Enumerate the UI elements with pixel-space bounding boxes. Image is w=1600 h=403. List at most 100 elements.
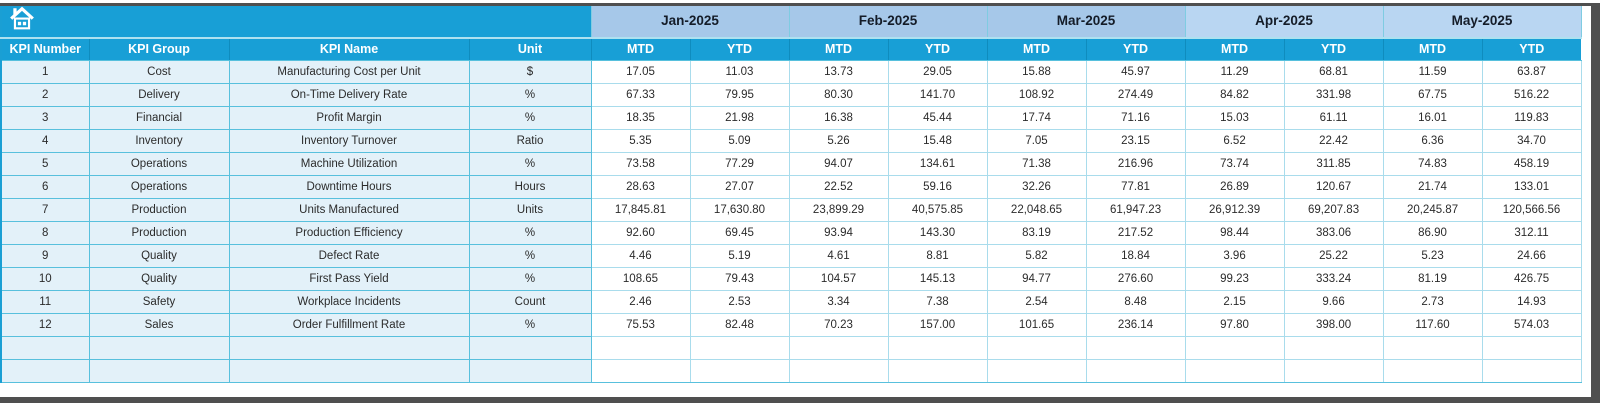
value-cell[interactable]: 18.84 [1085, 244, 1186, 268]
value-cell[interactable] [1283, 336, 1384, 360]
value-cell[interactable]: 157.00 [887, 313, 988, 337]
unit-cell[interactable]: % [468, 221, 592, 245]
value-cell[interactable]: 92.60 [590, 221, 691, 245]
kpi-group-cell[interactable]: Safety [88, 290, 230, 314]
value-cell[interactable]: 9.66 [1283, 290, 1384, 314]
value-cell[interactable]: 6.36 [1382, 129, 1483, 153]
month-header-may[interactable]: May-2025 [1382, 3, 1582, 39]
value-cell[interactable]: 11.29 [1184, 60, 1285, 84]
value-cell[interactable]: 86.90 [1382, 221, 1483, 245]
value-cell[interactable]: 120,566.56 [1481, 198, 1582, 222]
month-header-apr[interactable]: Apr-2025 [1184, 3, 1384, 39]
value-cell[interactable]: 79.43 [689, 267, 790, 291]
value-cell[interactable]: 8.81 [887, 244, 988, 268]
value-cell[interactable]: 82.48 [689, 313, 790, 337]
kpi-number-cell[interactable]: 1 [0, 60, 90, 84]
col-header-ytd-jan[interactable]: YTD [689, 37, 790, 61]
unit-cell[interactable]: % [468, 313, 592, 337]
value-cell[interactable]: 101.65 [986, 313, 1087, 337]
value-cell[interactable] [1382, 336, 1483, 360]
value-cell[interactable]: 71.16 [1085, 106, 1186, 130]
kpi-number-cell[interactable] [0, 336, 90, 360]
unit-cell[interactable]: % [468, 152, 592, 176]
unit-cell[interactable]: % [468, 106, 592, 130]
value-cell[interactable]: 108.92 [986, 83, 1087, 107]
value-cell[interactable]: 5.23 [1382, 244, 1483, 268]
value-cell[interactable]: 426.75 [1481, 267, 1582, 291]
kpi-name-cell[interactable] [228, 359, 470, 383]
col-header-mtd-apr[interactable]: MTD [1184, 37, 1285, 61]
value-cell[interactable]: 333.24 [1283, 267, 1384, 291]
value-cell[interactable]: 22.42 [1283, 129, 1384, 153]
value-cell[interactable]: 5.26 [788, 129, 889, 153]
col-header-unit[interactable]: Unit [468, 37, 591, 61]
value-cell[interactable] [1481, 359, 1582, 383]
value-cell[interactable]: 143.30 [887, 221, 988, 245]
value-cell[interactable]: 141.70 [887, 83, 988, 107]
value-cell[interactable] [887, 359, 988, 383]
unit-cell[interactable] [468, 336, 592, 360]
value-cell[interactable] [689, 359, 790, 383]
month-header-mar[interactable]: Mar-2025 [986, 3, 1186, 39]
value-cell[interactable]: 32.26 [986, 175, 1087, 199]
value-cell[interactable]: 81.19 [1382, 267, 1483, 291]
value-cell[interactable] [986, 336, 1087, 360]
kpi-name-cell[interactable]: Workplace Incidents [228, 290, 470, 314]
value-cell[interactable]: 17.05 [590, 60, 691, 84]
value-cell[interactable]: 311.85 [1283, 152, 1384, 176]
value-cell[interactable]: 383.06 [1283, 221, 1384, 245]
value-cell[interactable]: 98.44 [1184, 221, 1285, 245]
value-cell[interactable]: 5.09 [689, 129, 790, 153]
value-cell[interactable]: 77.81 [1085, 175, 1186, 199]
value-cell[interactable]: 120.67 [1283, 175, 1384, 199]
value-cell[interactable]: 71.38 [986, 152, 1087, 176]
kpi-number-cell[interactable]: 7 [0, 198, 90, 222]
value-cell[interactable]: 16.38 [788, 106, 889, 130]
value-cell[interactable]: 25.22 [1283, 244, 1384, 268]
col-header-kpi-name[interactable]: KPI Name [228, 37, 469, 61]
value-cell[interactable] [590, 336, 691, 360]
value-cell[interactable]: 67.33 [590, 83, 691, 107]
value-cell[interactable]: 73.74 [1184, 152, 1285, 176]
kpi-group-cell[interactable]: Production [88, 221, 230, 245]
value-cell[interactable] [1184, 359, 1285, 383]
value-cell[interactable]: 15.48 [887, 129, 988, 153]
value-cell[interactable]: 11.59 [1382, 60, 1483, 84]
value-cell[interactable]: 18.35 [590, 106, 691, 130]
col-header-kpi-number[interactable]: KPI Number [0, 37, 89, 61]
value-cell[interactable]: 8.48 [1085, 290, 1186, 314]
kpi-number-cell[interactable]: 9 [0, 244, 90, 268]
kpi-number-cell[interactable]: 11 [0, 290, 90, 314]
kpi-group-cell[interactable]: Financial [88, 106, 230, 130]
col-header-mtd-jan[interactable]: MTD [590, 37, 690, 61]
kpi-name-cell[interactable]: On-Time Delivery Rate [228, 83, 470, 107]
unit-cell[interactable]: Hours [468, 175, 592, 199]
value-cell[interactable]: 6.52 [1184, 129, 1285, 153]
month-header-jan[interactable]: Jan-2025 [590, 3, 790, 39]
value-cell[interactable]: 17,845.81 [590, 198, 691, 222]
value-cell[interactable]: 77.29 [689, 152, 790, 176]
value-cell[interactable]: 84.82 [1184, 83, 1285, 107]
value-cell[interactable]: 79.95 [689, 83, 790, 107]
value-cell[interactable]: 7.38 [887, 290, 988, 314]
value-cell[interactable]: 21.98 [689, 106, 790, 130]
value-cell[interactable] [788, 336, 889, 360]
value-cell[interactable]: 26.89 [1184, 175, 1285, 199]
value-cell[interactable] [1481, 336, 1582, 360]
value-cell[interactable]: 21.74 [1382, 175, 1483, 199]
home-icon[interactable] [9, 5, 35, 31]
kpi-group-cell[interactable]: Operations [88, 175, 230, 199]
value-cell[interactable]: 22,048.65 [986, 198, 1087, 222]
kpi-number-cell[interactable]: 4 [0, 129, 90, 153]
value-cell[interactable]: 3.34 [788, 290, 889, 314]
value-cell[interactable]: 26,912.39 [1184, 198, 1285, 222]
value-cell[interactable]: 61,947.23 [1085, 198, 1186, 222]
value-cell[interactable]: 17.74 [986, 106, 1087, 130]
kpi-name-cell[interactable] [228, 336, 470, 360]
kpi-number-cell[interactable]: 10 [0, 267, 90, 291]
value-cell[interactable]: 217.52 [1085, 221, 1186, 245]
value-cell[interactable] [788, 359, 889, 383]
unit-cell[interactable]: % [468, 244, 592, 268]
value-cell[interactable]: 216.96 [1085, 152, 1186, 176]
value-cell[interactable]: 5.35 [590, 129, 691, 153]
